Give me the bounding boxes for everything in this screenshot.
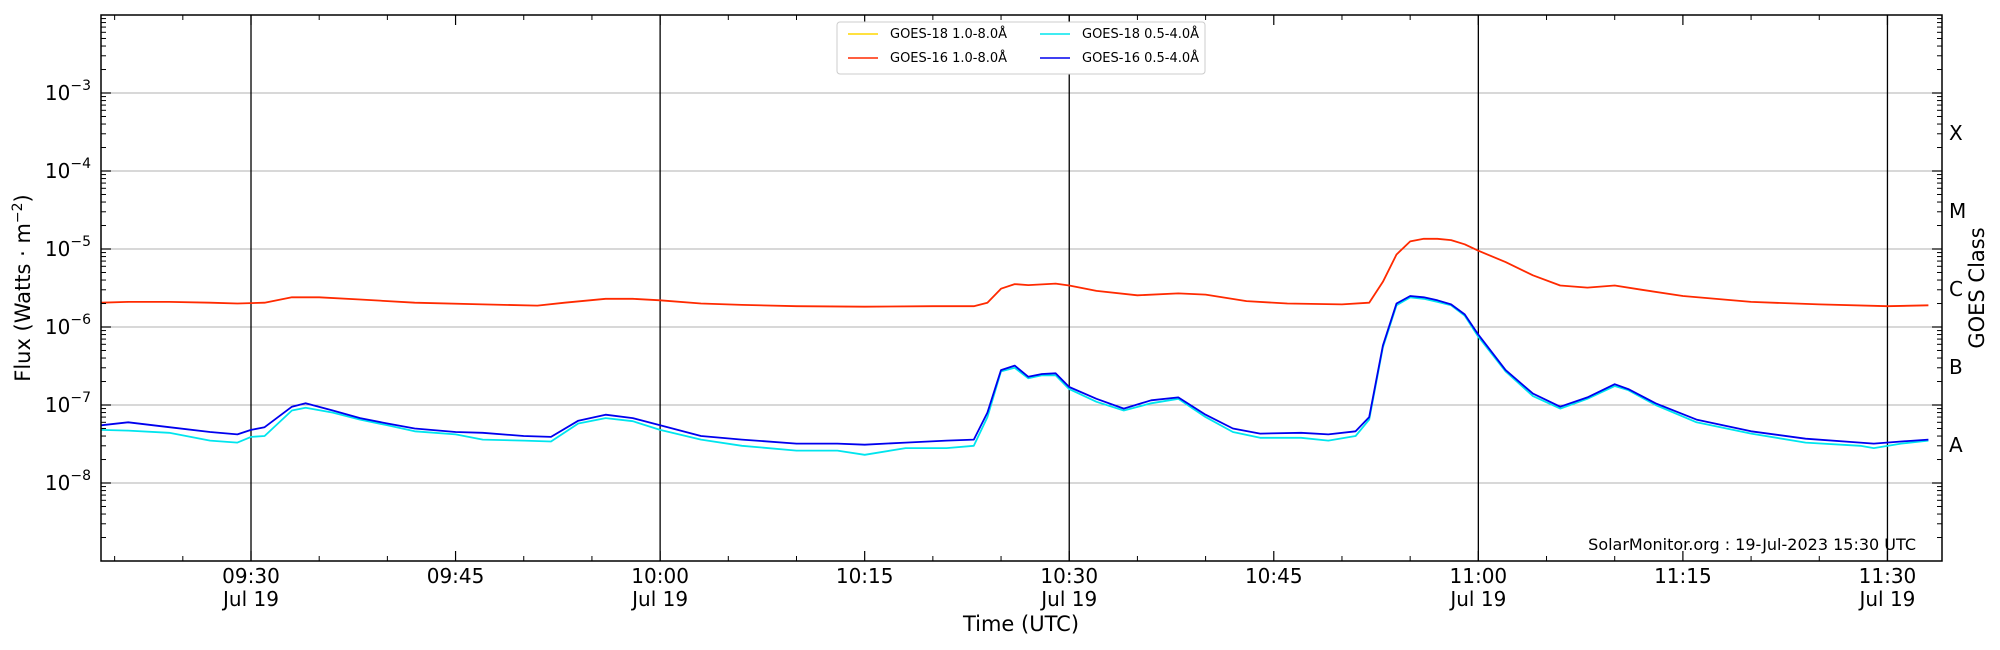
legend-label: GOES-16 0.5-4.0Å <box>1082 50 1199 66</box>
legend-label: GOES-16 1.0-8.0Å <box>890 50 1007 66</box>
x-tick-date-label: Jul 19 <box>630 587 688 611</box>
x-tick-label: 10:30 <box>1040 564 1098 588</box>
flux-series <box>100 237 1929 456</box>
goes-class-m: M <box>1949 199 1966 223</box>
x-axis-title: Time (UTC) <box>962 612 1079 636</box>
y-tick-label: 10−8 <box>45 468 91 495</box>
x-tick-label: 09:30 <box>222 564 280 588</box>
y-tick-label: 10−5 <box>45 234 91 261</box>
series-line-4 <box>100 295 1929 446</box>
x-tick-label: 11:30 <box>1859 564 1917 588</box>
legend-label: GOES-18 1.0-8.0Å <box>890 26 1007 42</box>
day-time-markers <box>250 15 1889 561</box>
y-tick-label: 10−6 <box>45 312 91 339</box>
goes-class-x: X <box>1949 121 1963 145</box>
y-tick-label: 10−4 <box>45 156 91 183</box>
x-tick-label: 11:00 <box>1450 564 1508 588</box>
y-tick-label: 10−3 <box>45 78 91 105</box>
x-tick-label: 10:45 <box>1245 564 1303 588</box>
goes-class-c: C <box>1949 277 1963 301</box>
series-line-3 <box>100 296 1929 456</box>
solarmonitor-watermark: SolarMonitor.org : 19-Jul-2023 15:30 UTC <box>1588 535 1916 554</box>
x-tick-label: 10:00 <box>631 564 689 588</box>
legend-box <box>836 21 1206 75</box>
goes-class-a: A <box>1949 433 1963 457</box>
y-axis-title: Flux (Watts · m−2) <box>10 194 35 382</box>
x-tick-date-label: Jul 19 <box>1039 587 1097 611</box>
x-tick-date-label: Jul 19 <box>1857 587 1915 611</box>
goes-class-axis-title: GOES Class <box>1965 227 1989 348</box>
goes-class-b: B <box>1949 355 1963 379</box>
series-line-2 <box>100 237 1929 308</box>
x-tick-label: 09:45 <box>427 564 485 588</box>
goes-class-labels: A B C M X <box>1949 121 1966 457</box>
x-tick-label: 11:15 <box>1654 564 1712 588</box>
horizontal-grid <box>101 92 1942 484</box>
y-tick-label: 10−7 <box>45 390 91 417</box>
x-tick-date-label: Jul 19 <box>1448 587 1506 611</box>
x-tick-label: 10:15 <box>836 564 894 588</box>
x-tick-date-label: Jul 19 <box>221 587 279 611</box>
y-axis-ticks: 10−8 10−7 10−6 10−5 10−4 10−3 <box>45 18 1942 539</box>
legend: GOES-18 1.0-8.0Å GOES-16 1.0-8.0Å GOES-18 … <box>836 21 1206 75</box>
plot-frame <box>100 14 1943 562</box>
legend-label: GOES-18 0.5-4.0Å <box>1082 26 1199 42</box>
